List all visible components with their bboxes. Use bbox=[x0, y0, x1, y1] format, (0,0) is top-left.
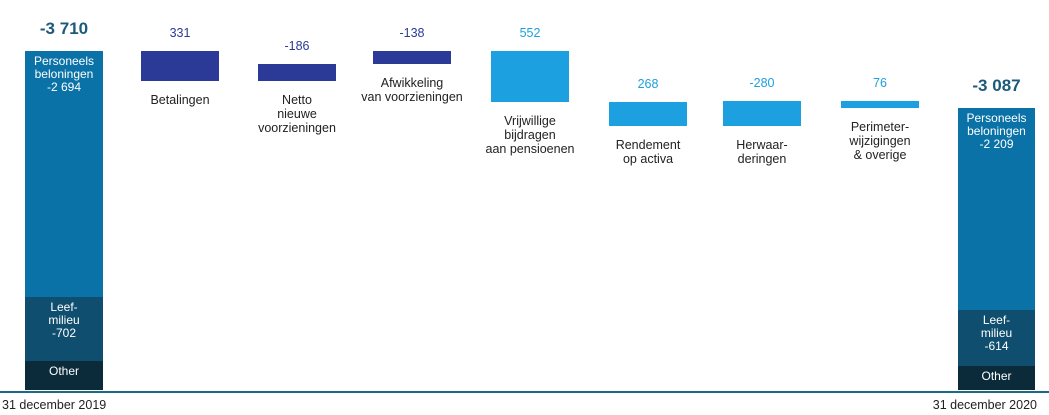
segment-label: Other bbox=[25, 365, 103, 378]
x-category-label: 31 december 2020 bbox=[932, 398, 1037, 412]
value-label: 331 bbox=[169, 25, 191, 40]
value-label: -138 bbox=[399, 26, 425, 41]
segment-label: Leef- milieu -702 bbox=[25, 301, 103, 340]
segment-name: Personeels beloningen bbox=[33, 54, 95, 81]
segment-value: -2 694 bbox=[46, 79, 82, 94]
category-label: Rendement op activa bbox=[615, 138, 681, 167]
bar bbox=[141, 50, 219, 81]
segment-value: -2 209 bbox=[979, 136, 1014, 151]
segment-name: Leef- milieu bbox=[980, 313, 1013, 340]
x-axis-line bbox=[0, 391, 1049, 393]
segment-name: Other bbox=[48, 365, 79, 379]
bar-segment bbox=[958, 309, 1035, 366]
total-label: -3 710 bbox=[39, 18, 89, 38]
category-label: Herwaar- deringen bbox=[736, 138, 788, 167]
total-label: -3 087 bbox=[972, 75, 1021, 95]
bar bbox=[258, 63, 336, 81]
x-category-label: 31 december 2019 bbox=[2, 398, 107, 412]
segment-name: Leef- milieu bbox=[48, 301, 80, 328]
bar-segment bbox=[25, 297, 103, 362]
category-label: Netto nieuwe voorzieningen bbox=[258, 92, 336, 135]
segment-label: Personeels beloningen -2 694 bbox=[25, 55, 103, 94]
segment-value: -702 bbox=[51, 326, 77, 341]
value-label: 268 bbox=[637, 76, 659, 91]
bar bbox=[609, 101, 687, 127]
category-label: Betalingen bbox=[150, 92, 210, 107]
bar-segment bbox=[25, 361, 103, 390]
segment-label: Other bbox=[958, 370, 1035, 383]
segment-label: Personeels beloningen -2 209 bbox=[958, 112, 1035, 151]
bar bbox=[373, 51, 451, 64]
category-label: Perimeter- wijzigingen & overige bbox=[849, 119, 911, 162]
value-label: 76 bbox=[873, 75, 887, 90]
bar-segment bbox=[25, 50, 103, 298]
segment-label: Leef- milieu -614 bbox=[958, 314, 1035, 353]
value-label: -186 bbox=[284, 38, 310, 53]
bar bbox=[491, 51, 569, 102]
segment-name: Personeels beloningen bbox=[966, 111, 1027, 138]
bar bbox=[723, 100, 801, 127]
bar bbox=[841, 100, 919, 108]
value-label: 552 bbox=[519, 26, 541, 41]
bar-segment bbox=[958, 107, 1035, 310]
value-label: -280 bbox=[749, 75, 775, 90]
category-label: Afwikkeling van voorzieningen bbox=[361, 75, 463, 104]
bar-segment bbox=[958, 365, 1035, 390]
segment-name: Other bbox=[981, 369, 1012, 383]
category-label: Vrijwillige bijdragen aan pensioenen bbox=[485, 113, 575, 156]
segment-value: -614 bbox=[984, 338, 1009, 353]
